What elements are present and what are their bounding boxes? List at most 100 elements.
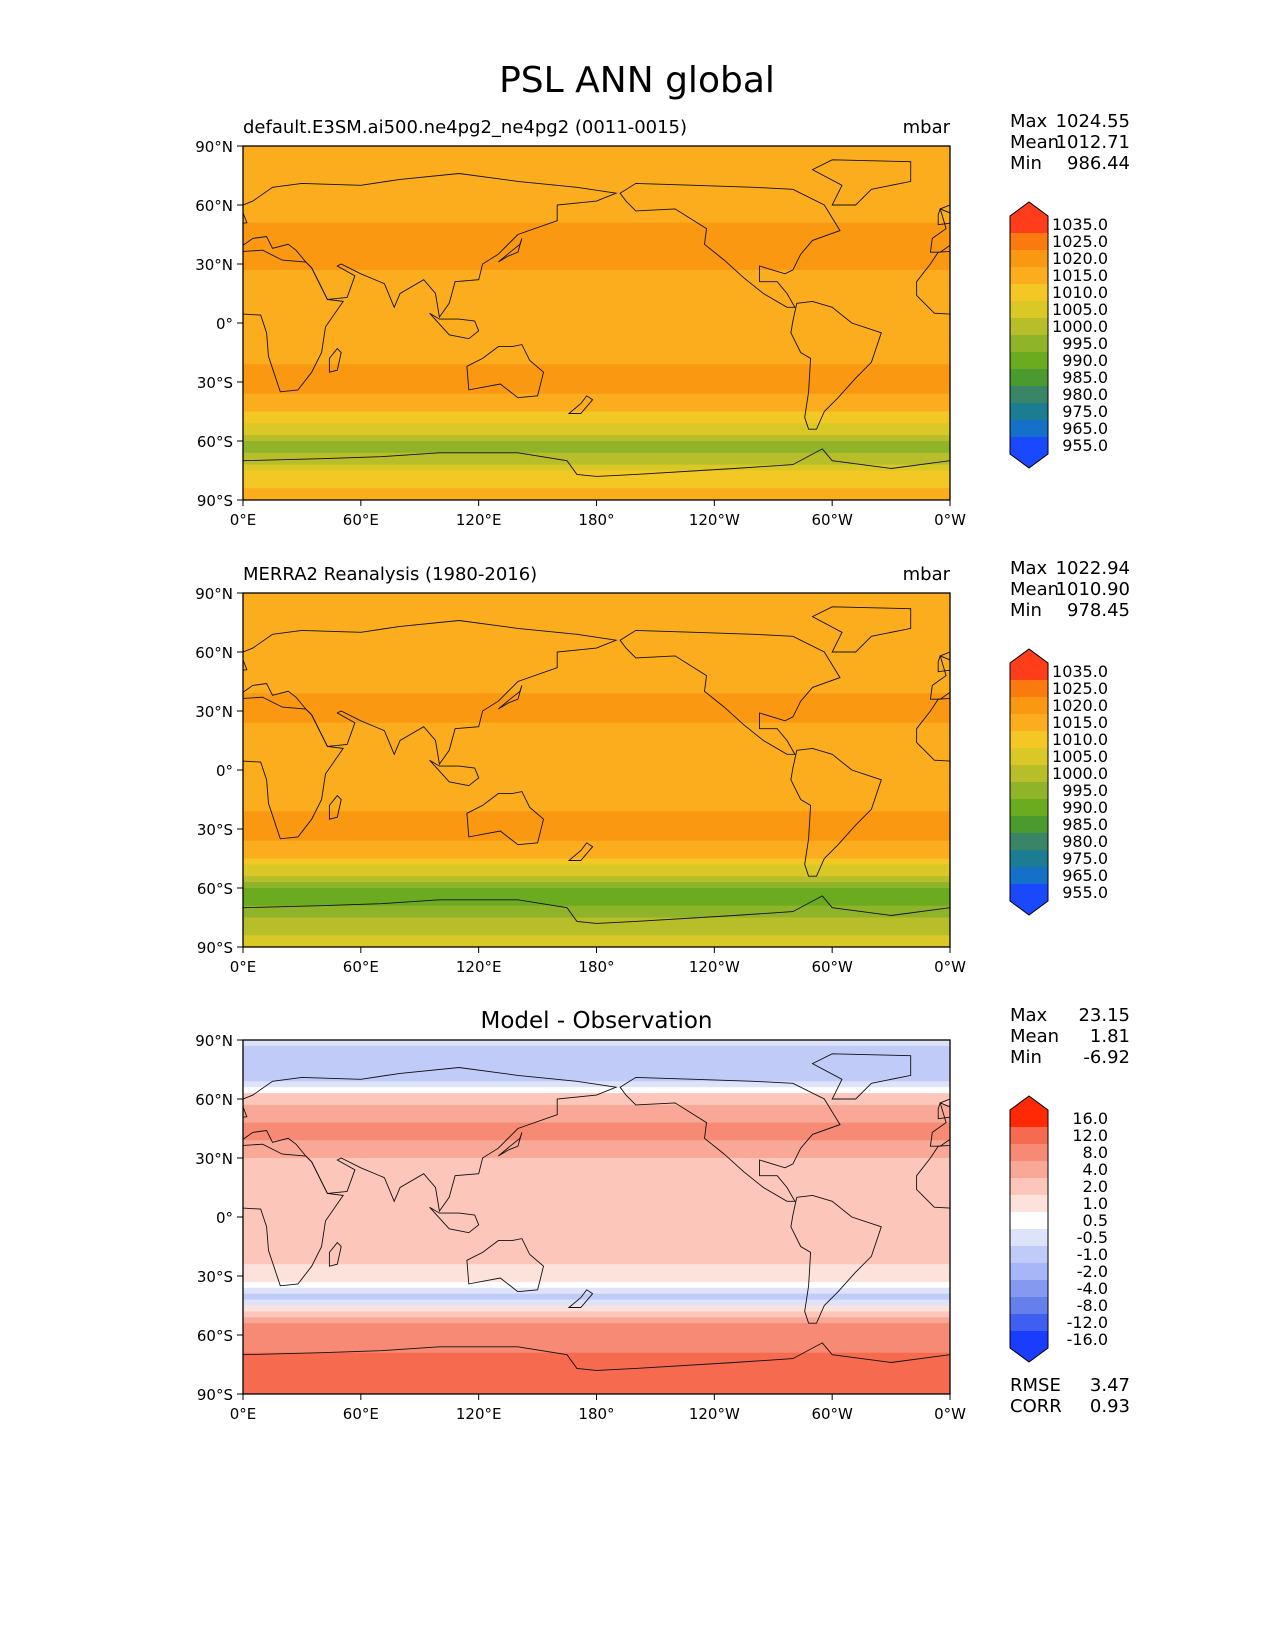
field-band	[243, 151, 950, 159]
field-band	[243, 393, 950, 401]
field-band	[243, 1352, 950, 1360]
field-band	[243, 1382, 950, 1389]
colorbar-tick-label: 1015.0	[1052, 266, 1108, 285]
field-band	[243, 675, 950, 683]
colorbar-outline	[1009, 201, 1049, 469]
coastline-japan	[1205, 238, 1229, 262]
field-band	[243, 817, 950, 824]
field-band	[243, 387, 950, 395]
field-band	[243, 1388, 950, 1394]
field-band	[243, 1329, 950, 1336]
field-band	[243, 1335, 950, 1342]
coastline-madagascar	[328, 794, 342, 820]
colorbar-segment	[1010, 250, 1048, 268]
lat-tick-label: 60°S	[197, 880, 233, 898]
lat-tick-label: 90°N	[195, 585, 233, 603]
field-band	[243, 787, 950, 795]
field-band	[243, 1370, 950, 1377]
field-band	[243, 334, 950, 342]
extra-stat-label: RMSE	[1010, 1375, 1061, 1396]
lon-tick-label: 60°W	[811, 1405, 853, 1423]
field-band	[243, 163, 950, 171]
coastline-n_america	[619, 182, 841, 308]
field-band	[243, 1281, 950, 1289]
field-band	[243, 1063, 950, 1071]
field-band	[243, 1358, 950, 1366]
map-panel-2: 90°N 60°N 30°N 0° 30°S 60°S 90°S0°E 60°E 120°E 18…	[195, 558, 1130, 976]
extra-stat-value: 0.93	[1090, 1396, 1130, 1417]
lon-tick-label: 120°W	[689, 1405, 740, 1423]
field-band	[243, 1158, 950, 1165]
lon-tick-label: 120°E	[456, 511, 502, 529]
field-band	[243, 829, 950, 836]
colorbar-segment	[1010, 680, 1048, 698]
field-band	[243, 246, 950, 253]
colorbar-tick-label: -0.5	[1077, 1228, 1108, 1247]
field-band	[243, 1287, 950, 1295]
field-band	[243, 358, 950, 365]
field-band	[243, 681, 950, 688]
field-band	[243, 728, 950, 736]
field-band	[243, 1264, 950, 1271]
field-band	[243, 364, 950, 371]
coastline-uk	[937, 1102, 950, 1120]
coastline-australia	[1174, 345, 1251, 398]
field-band	[243, 746, 950, 753]
lon-tick-label: 0°W	[934, 1405, 966, 1423]
field-band	[243, 169, 950, 177]
colorbar-tick-label: 1015.0	[1052, 713, 1108, 732]
field-band	[243, 222, 950, 230]
field-band	[243, 429, 950, 436]
lon-tick-label: 0°E	[230, 1405, 257, 1423]
field-band	[243, 905, 950, 913]
field-band	[243, 1340, 950, 1348]
lon-tick-label: 60°W	[811, 958, 853, 976]
field-band	[243, 1311, 950, 1318]
coastline-uk	[937, 208, 950, 226]
field-band	[243, 446, 950, 454]
colorbar-segment	[1010, 867, 1048, 885]
field-band	[243, 652, 950, 659]
colorbar-tick-label: -2.0	[1077, 1262, 1108, 1281]
field-band	[243, 858, 950, 865]
coastline-n_america	[619, 1076, 841, 1202]
coastline-uk	[243, 212, 248, 224]
colorbar-segment	[1010, 420, 1048, 438]
colorbar-tick-label: 1010.0	[1052, 730, 1108, 749]
colorbar-segment	[1010, 1331, 1048, 1348]
field-band	[243, 411, 950, 418]
lat-tick-label: 30°N	[195, 1150, 233, 1168]
colorbar-tick-label: 4.0	[1083, 1160, 1108, 1179]
field-band	[243, 157, 950, 165]
field-band	[243, 328, 950, 336]
colorbar-segment	[1010, 1280, 1048, 1298]
field-band	[243, 1193, 950, 1200]
coastline-japan	[1205, 1132, 1229, 1156]
field-band	[243, 1258, 950, 1265]
field-band	[243, 870, 950, 877]
colorbar-segment	[1010, 352, 1048, 370]
colorbar-segment	[1010, 318, 1048, 336]
stat-value: 1.81	[1090, 1026, 1130, 1047]
colorbar-segment	[1010, 1195, 1048, 1213]
field-band	[243, 275, 950, 283]
colorbar-tick-label: 995.0	[1062, 334, 1108, 353]
field-band	[243, 1122, 950, 1130]
colorbar-segment	[1010, 663, 1048, 680]
field-band	[243, 823, 950, 830]
coastline-japan	[498, 238, 523, 263]
lat-tick-label: 30°N	[195, 703, 233, 721]
field-band	[243, 646, 950, 653]
coastline-indonesia	[429, 1206, 480, 1234]
stat-label: Max	[1010, 558, 1048, 579]
lat-tick-label: 0°	[216, 315, 233, 333]
field-band	[243, 311, 950, 318]
field-band	[243, 476, 950, 483]
colorbar-tick-label: 1035.0	[1052, 215, 1108, 234]
colorbar-segment	[1010, 1178, 1048, 1196]
coastline-europe_asia	[243, 620, 618, 766]
coastline-europe_asia	[243, 1067, 618, 1213]
field-band	[243, 888, 950, 895]
colorbar-segment	[1010, 833, 1048, 851]
colorbar-tick-label: 0.5	[1083, 1211, 1108, 1230]
